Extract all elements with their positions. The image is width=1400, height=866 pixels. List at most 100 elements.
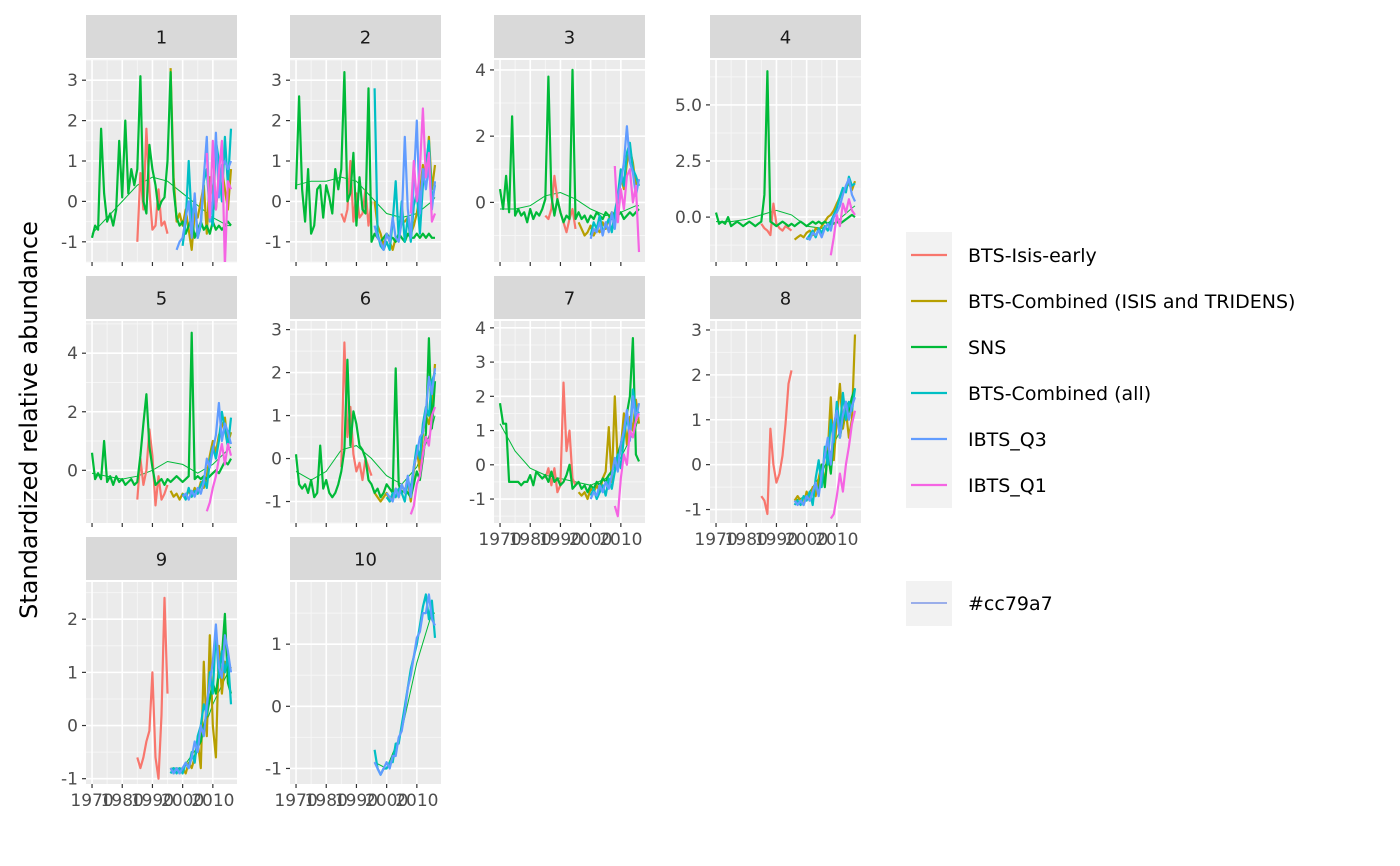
y-tick-label: 0 (691, 456, 702, 476)
y-tick-label: 2 (475, 387, 486, 407)
series-line (805, 177, 856, 241)
series-line (205, 139, 233, 262)
y-tick-label: -1 (61, 233, 78, 253)
facet-strip-label: 4 (780, 28, 791, 49)
y-tick-label: 2 (475, 127, 486, 147)
series-lines (294, 337, 437, 515)
series-line (760, 370, 793, 516)
series-line (613, 165, 641, 253)
x-tick-label: 2000 (785, 530, 828, 550)
panel-background (494, 60, 645, 262)
y-tick-label: 4 (475, 319, 486, 339)
facet-3: 3 4 2 0 (475, 15, 645, 266)
legend-label: IBTS_Q3 (968, 429, 1047, 451)
y-tick-label: -1 (61, 770, 78, 790)
y-tick-label: 1 (271, 635, 282, 655)
facet-strip (290, 537, 441, 580)
y-tick-label: -1 (265, 233, 282, 253)
y-tick-label: 4 (475, 61, 486, 81)
y-tick-label: 0 (67, 717, 78, 737)
series-line (589, 395, 641, 500)
y-tick-label: 1 (67, 663, 78, 683)
x-tick-label: 1980 (305, 791, 348, 811)
y-tick-label: 1 (67, 152, 78, 172)
y-tick-label: 5.0 (675, 96, 702, 116)
y-tick-label: 3 (67, 71, 78, 91)
y-tick-label: 1 (271, 407, 282, 427)
series-lines (760, 334, 857, 520)
x-tick-label: 2010 (191, 791, 234, 811)
facet-strip-label: 2 (360, 28, 371, 49)
facet-5: 5 4 2 0 (67, 276, 237, 527)
legend-label: SNS (968, 337, 1006, 359)
series-line (205, 442, 233, 512)
series-lines (90, 68, 233, 262)
y-tick-label: 0 (271, 192, 282, 212)
facet-strip (86, 276, 237, 319)
facet-strip-label: 9 (156, 550, 167, 571)
y-tick-label: 3 (271, 321, 282, 341)
y-tick-label: -1 (265, 759, 282, 779)
x-tick-label: 2000 (569, 530, 612, 550)
facet-strip (494, 276, 645, 319)
series-line (136, 596, 169, 780)
x-tick-label: 1990 (539, 530, 582, 550)
y-tick-label: 3 (691, 321, 702, 341)
series-line (829, 198, 856, 256)
facet-strip (86, 15, 237, 58)
series-line (373, 119, 437, 251)
y-tick-label: 1 (691, 411, 702, 431)
facet-2: 2 3 2 1 0 -1 (265, 15, 441, 266)
facet-strip (86, 537, 237, 580)
y-tick-label: 2 (271, 112, 282, 132)
series-line (760, 202, 793, 237)
y-tick-label: 0 (271, 450, 282, 470)
x-tick-label: 1980 (101, 791, 144, 811)
x-tick-label: 1990 (755, 530, 798, 550)
series-line (385, 368, 437, 503)
x-tick-label: 1980 (509, 530, 552, 550)
facet-strip (494, 15, 645, 58)
x-tick-label: 1990 (335, 791, 378, 811)
y-tick-label: -1 (469, 490, 486, 510)
y-tick-label: 0 (475, 456, 486, 476)
series-line (613, 412, 641, 518)
series-line (181, 401, 233, 501)
facet-panels: 13210-123210-1342045.02.50.0542063210-17… (61, 15, 861, 811)
x-tick-label: 1990 (131, 791, 174, 811)
panel-background (290, 582, 441, 784)
legend-key-background (906, 232, 952, 508)
y-tick-label: 2 (67, 403, 78, 423)
y-tick-label: 0 (475, 193, 486, 213)
y-tick-label: 0 (67, 461, 78, 481)
y-tick-label: 2 (271, 364, 282, 384)
series-line (409, 107, 437, 223)
facet-6: 6 3 2 1 0 -1 (265, 276, 441, 527)
y-tick-label: 3 (271, 71, 282, 91)
smooth-line (499, 416, 640, 486)
series-line (829, 410, 857, 520)
facet-strip (710, 276, 861, 319)
facet-strip-label: 6 (360, 289, 371, 310)
x-tick-label: 1970 (70, 791, 113, 811)
legend: BTS-Isis-early BTS-Combined (ISIS and TRI… (906, 232, 1295, 626)
x-tick-label: 2000 (365, 791, 408, 811)
series-line (169, 623, 233, 775)
series-lines (90, 331, 233, 512)
legend-label: BTS-Combined (all) (968, 383, 1151, 405)
series-line (90, 71, 232, 239)
x-tick-label: 1970 (478, 530, 521, 550)
legend-label: BTS-Isis-early (968, 245, 1097, 267)
y-axis-title: Standardized relative abundance (15, 221, 43, 619)
series-lines (714, 70, 857, 256)
series-line (793, 396, 857, 507)
y-tick-label: -1 (265, 493, 282, 513)
facet-strip-label: 8 (780, 289, 791, 310)
legend-label: #cc79a7 (968, 593, 1053, 615)
y-tick-label: 2 (691, 366, 702, 386)
y-tick-label: 0 (67, 192, 78, 212)
